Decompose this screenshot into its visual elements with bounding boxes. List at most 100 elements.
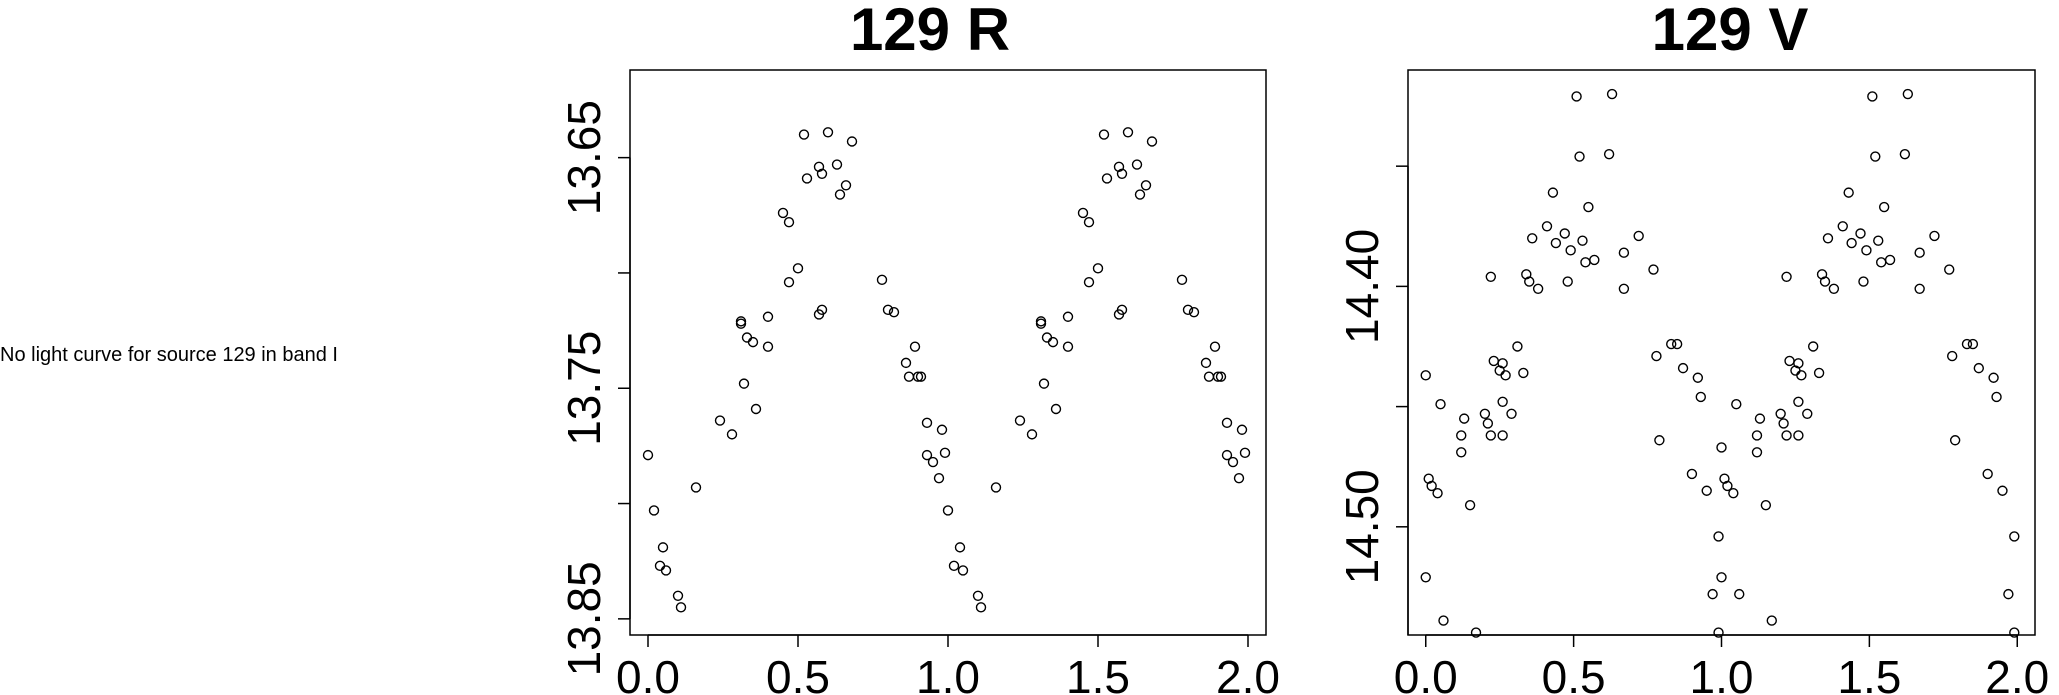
data-point (900, 357, 912, 369)
data-point (1062, 311, 1074, 322)
data-point (1778, 418, 1789, 429)
data-point (1716, 442, 1727, 453)
data-point (1651, 350, 1662, 362)
data-point (1203, 371, 1215, 382)
data-point (888, 306, 900, 318)
data-point (1781, 430, 1792, 441)
data-point (1500, 370, 1511, 381)
data-point (1426, 480, 1437, 492)
data-point (1458, 413, 1470, 424)
chart-v-band: 129 V 14.40 14.50 0.0 0.5 1.0 1.5 2.0 (1336, 0, 2049, 695)
data-point (657, 542, 669, 553)
data-point (1209, 341, 1221, 352)
data-point (816, 304, 828, 316)
data-point (1574, 151, 1585, 162)
data-point (1485, 271, 1497, 282)
data-point (1760, 499, 1772, 511)
data-point (1116, 304, 1128, 316)
data-point (1982, 468, 1993, 480)
data-point (1707, 588, 1718, 600)
data-point (1793, 358, 1804, 369)
data-point (1580, 257, 1591, 268)
y-tick-label: 13.65 (558, 100, 610, 215)
data-point (1512, 341, 1523, 352)
data-point (1227, 456, 1239, 468)
data-point (1633, 230, 1644, 242)
data-point (975, 602, 987, 613)
data-point (1813, 367, 1825, 379)
data-point (1423, 473, 1434, 484)
data-point (1577, 235, 1588, 246)
data-point (1766, 615, 1777, 626)
data-point (1470, 627, 1482, 638)
x-tick-label: 2.0 (1985, 651, 2049, 695)
data-point (1456, 430, 1467, 441)
x-tick-label: 0.5 (1542, 651, 1606, 695)
data-point (1949, 435, 1961, 446)
data-point (1101, 173, 1113, 184)
data-point (672, 590, 684, 601)
data-point (642, 449, 654, 461)
data-point (1083, 276, 1095, 288)
data-point (822, 127, 834, 138)
data-point (1565, 245, 1576, 256)
data-point (915, 371, 927, 382)
x-tick-label: 0.0 (1394, 651, 1458, 695)
y-axis: 13.65 13.75 13.85 (558, 100, 631, 676)
data-point (1435, 398, 1446, 410)
data-point (939, 447, 951, 459)
data-point (1846, 237, 1857, 249)
data-point (1041, 332, 1053, 343)
x-tick-label: 1.5 (1066, 651, 1130, 695)
data-point (1547, 187, 1559, 198)
data-point (1991, 391, 2002, 403)
data-point (1420, 370, 1431, 381)
data-point (792, 263, 804, 274)
data-point (1200, 357, 1212, 369)
data-point (654, 560, 666, 572)
data-point (2009, 531, 2020, 542)
data-point (1816, 269, 1828, 280)
data-point (831, 159, 843, 170)
data-point (1807, 341, 1819, 352)
data-point (882, 304, 894, 316)
data-point (1784, 355, 1795, 367)
data-point (936, 424, 948, 435)
data-point (1793, 396, 1804, 407)
data-point (1559, 228, 1570, 239)
data-point (1050, 403, 1062, 415)
data-point (816, 168, 828, 179)
data-point (783, 217, 795, 228)
chart-title: 129 R (850, 0, 1010, 63)
data-point (1438, 615, 1449, 626)
data-point (1701, 485, 1712, 496)
data-point (1113, 161, 1125, 173)
data-point (876, 274, 888, 286)
data-point (1233, 472, 1245, 484)
data-point (1026, 429, 1038, 440)
data-point (1861, 245, 1872, 256)
data-point (1793, 430, 1804, 441)
y-axis: 14.40 14.50 (1336, 165, 1409, 635)
data-point (1997, 485, 2008, 496)
x-tick-label: 1.0 (916, 651, 980, 695)
plot-frame (1407, 69, 2036, 636)
data-point (1728, 487, 1739, 499)
data-point (1239, 447, 1251, 459)
data-point (1527, 233, 1538, 244)
data-point (1506, 408, 1517, 420)
data-point (747, 336, 759, 348)
data-point (1902, 88, 1914, 100)
data-point (1550, 237, 1562, 249)
data-point (1751, 447, 1763, 458)
y-tick-label: 14.40 (1336, 229, 1388, 344)
data-point (1092, 263, 1104, 274)
data-point (1176, 274, 1188, 286)
data-point (1464, 499, 1476, 511)
data-point (1221, 449, 1233, 461)
data-point (1077, 207, 1089, 219)
data-point (1781, 271, 1792, 282)
y-tick-label: 13.75 (558, 331, 610, 446)
data-point (1843, 187, 1854, 198)
data-point (990, 482, 1002, 493)
